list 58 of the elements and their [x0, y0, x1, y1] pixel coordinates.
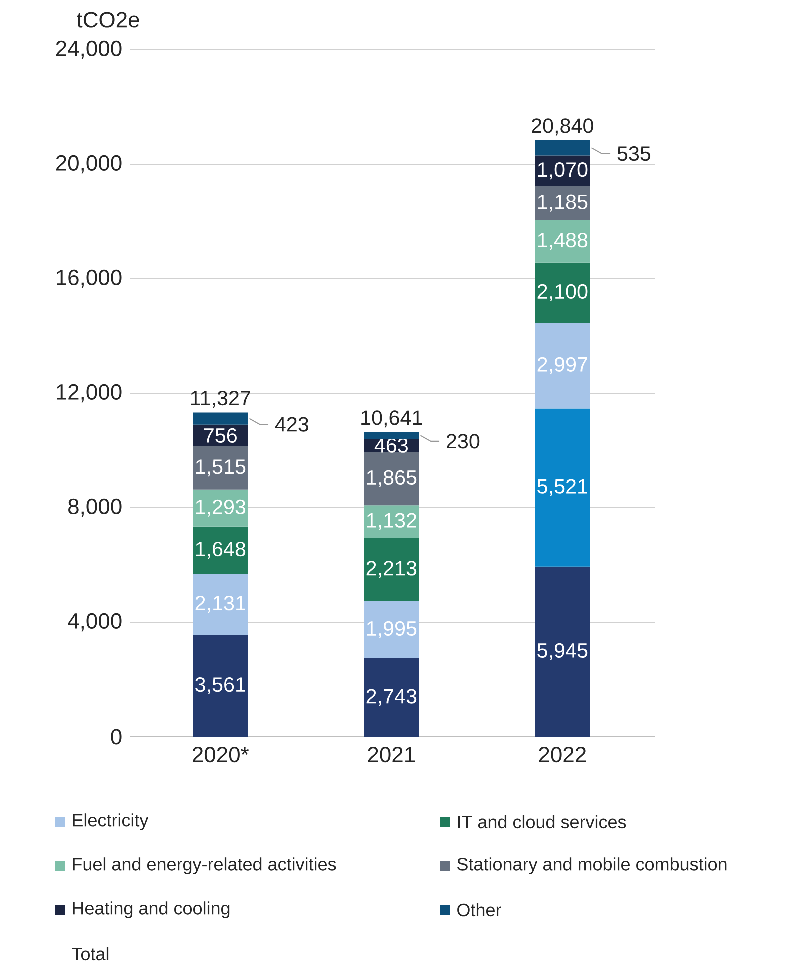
- data-label: 1,185: [538, 194, 588, 212]
- text: Total: [72, 947, 109, 961]
- data-label: 535: [618, 146, 651, 162]
- data-label: 2,997: [538, 357, 588, 374]
- total-label: 10,641: [362, 410, 422, 428]
- data-label: 1,070: [538, 162, 588, 180]
- data-label: 5,945: [538, 643, 588, 660]
- bar: [364, 452, 420, 506]
- legend-label: Other: [458, 903, 502, 917]
- data-label: 1,293: [196, 500, 246, 517]
- bar: [535, 140, 590, 156]
- data-label: 1,515: [196, 460, 246, 477]
- bar: [535, 262, 590, 323]
- bar: [193, 412, 248, 425]
- x-tick-label: 2020*: [192, 747, 250, 763]
- x-tick-label: 2021: [368, 747, 416, 763]
- y-tick-label: 16,000: [57, 270, 122, 288]
- total-label: 11,327: [191, 390, 250, 408]
- bar: [364, 658, 420, 737]
- y-tick-label: 12,000: [57, 384, 122, 403]
- legend-label: Stationary and mobile combustion: [458, 858, 727, 874]
- data-label: 1,488: [538, 233, 588, 250]
- total-label: 20,840: [532, 118, 594, 136]
- bar: [193, 526, 248, 574]
- legend-label: Electricity: [73, 814, 149, 830]
- y-axis-title: tCO2e: [77, 12, 140, 28]
- data-label: 1,648: [196, 542, 246, 559]
- data-label: 756: [204, 428, 237, 444]
- bar: [364, 432, 420, 439]
- data-label: 5,521: [538, 479, 588, 496]
- data-label: 230: [446, 434, 480, 449]
- data-label: 2,743: [366, 689, 417, 706]
- legend-label: Heating and cooling: [73, 902, 230, 918]
- bar: [364, 601, 420, 658]
- data-label: 463: [374, 438, 408, 453]
- data-label: 1,132: [367, 513, 416, 530]
- y-tick-label: 20,000: [56, 155, 122, 174]
- data-label: 2,131: [196, 596, 246, 614]
- bar: [364, 538, 420, 602]
- data-label: 3,561: [196, 677, 246, 695]
- bar: [535, 566, 590, 737]
- legend-label: IT and cloud services: [458, 815, 626, 829]
- data-label: 1,865: [367, 470, 417, 488]
- bar: [193, 446, 248, 490]
- y-tick-label: 4,000: [68, 613, 122, 632]
- y-tick-label: 8,000: [68, 498, 122, 518]
- data-label: 1,995: [367, 621, 417, 638]
- bar: [535, 408, 590, 567]
- data-label: 2,100: [538, 284, 588, 302]
- x-tick-label: 2022: [539, 747, 586, 763]
- data-label: 423: [275, 417, 308, 432]
- bar: [193, 574, 248, 636]
- bar: [193, 635, 248, 737]
- data-label: 2,213: [366, 561, 417, 578]
- y-tick-label: 0: [111, 729, 122, 745]
- bar: [535, 322, 590, 409]
- legend-label: Fuel and energy-related activities: [73, 858, 336, 874]
- y-tick-label: 24,000: [56, 40, 122, 60]
